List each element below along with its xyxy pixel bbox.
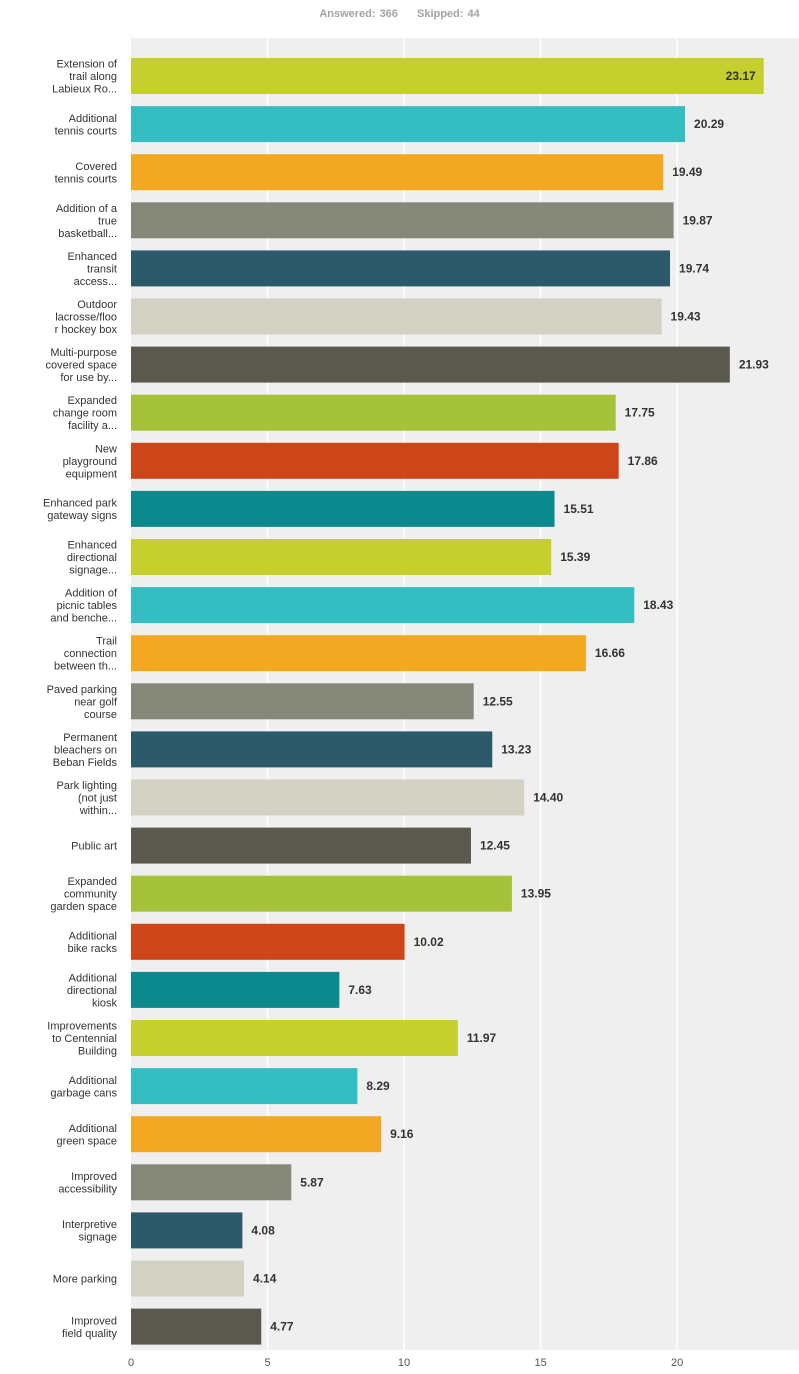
bar-11 xyxy=(131,539,552,575)
value-label-19: 10.02 xyxy=(414,935,444,949)
bar-7 xyxy=(131,346,730,383)
value-label-13: 16.66 xyxy=(595,646,625,660)
bar-2 xyxy=(131,106,686,143)
bar-13 xyxy=(131,635,586,672)
category-label-26: More parking xyxy=(53,1274,117,1286)
value-label-17: 12.45 xyxy=(480,839,510,853)
answered-summary: Answered: 366 xyxy=(319,8,398,20)
value-label-25: 4.08 xyxy=(251,1223,275,1237)
value-label-14: 12.55 xyxy=(483,694,513,708)
bar-22 xyxy=(131,1068,358,1105)
bar-8 xyxy=(131,394,616,431)
x-tick-label-15: 15 xyxy=(534,1357,546,1369)
x-tick-label-10: 10 xyxy=(398,1357,410,1369)
bar-5 xyxy=(131,250,671,287)
value-label-7: 21.93 xyxy=(739,358,769,372)
bar-18 xyxy=(131,875,512,912)
bar-3 xyxy=(131,154,664,191)
bar-24 xyxy=(131,1164,292,1201)
category-label-22: Additional garbage cans xyxy=(50,1075,117,1100)
bar-14 xyxy=(131,683,474,720)
bar-23 xyxy=(131,1116,382,1153)
category-label-5: Enhanced transit access... xyxy=(67,251,117,288)
value-label-15: 13.23 xyxy=(501,742,531,756)
response-summary: Answered: 366 Skipped: 44 xyxy=(0,8,799,26)
bar-26 xyxy=(131,1260,245,1297)
category-label-25: Interpretive signage xyxy=(62,1219,117,1244)
bar-27 xyxy=(131,1308,262,1345)
value-label-24: 5.87 xyxy=(300,1175,324,1189)
value-label-9: 17.86 xyxy=(628,454,658,468)
category-label-8: Expanded change room facility a... xyxy=(53,395,117,432)
x-tick-label-0: 0 xyxy=(128,1357,134,1369)
value-label-5: 19.74 xyxy=(679,261,709,275)
bar-25 xyxy=(131,1212,243,1249)
category-label-7: Multi-purpose covered space for use by... xyxy=(45,347,117,384)
value-label-2: 20.29 xyxy=(694,117,724,131)
x-tick-label-20: 20 xyxy=(671,1357,683,1369)
bar-15 xyxy=(131,731,493,768)
value-label-6: 19.43 xyxy=(671,310,701,324)
bar-1 xyxy=(131,58,764,94)
category-label-6: Outdoor lacrosse/floo r hockey box xyxy=(55,299,118,336)
value-label-16: 14.40 xyxy=(533,791,563,805)
value-label-12: 18.43 xyxy=(643,598,673,612)
value-label-21: 11.97 xyxy=(467,1031,497,1045)
value-label-8: 17.75 xyxy=(625,406,655,420)
category-label-20: Additional directional kiosk xyxy=(67,972,118,1009)
category-label-15: Permanent bleachers on Beban Fields xyxy=(53,732,118,769)
x-tick-label-5: 5 xyxy=(264,1357,270,1369)
category-label-18: Expanded community garden space xyxy=(50,876,117,913)
value-label-4: 19.87 xyxy=(683,213,713,227)
bar-16 xyxy=(131,779,525,816)
category-label-23: Additional green space xyxy=(56,1123,117,1148)
bar-9 xyxy=(131,442,619,479)
value-label-22: 8.29 xyxy=(366,1079,390,1093)
bar-17 xyxy=(131,827,471,864)
category-label-21: Improvements to Centennial Building xyxy=(47,1021,117,1058)
category-label-16: Park lighting (not just within... xyxy=(56,780,117,817)
category-label-9: New playground equipment xyxy=(63,443,117,480)
bar-10 xyxy=(131,490,555,527)
category-label-3: Covered tennis courts xyxy=(55,161,118,186)
category-label-12: Addition of picnic tables and benche... xyxy=(50,588,118,625)
category-label-13: Trail connection between th... xyxy=(54,636,117,673)
category-label-11: Enhanced directional signage... xyxy=(67,540,117,577)
category-label-19: Additional bike racks xyxy=(67,931,117,956)
category-label-4: Addition of a true basketball... xyxy=(56,203,118,240)
bar-4 xyxy=(131,202,674,239)
bar-21 xyxy=(131,1020,458,1056)
bar-19 xyxy=(131,923,405,960)
category-label-14: Paved parking near golf course xyxy=(47,684,118,721)
category-label-24: Improved accessibility xyxy=(58,1171,117,1196)
value-label-23: 9.16 xyxy=(390,1127,414,1141)
bar-20 xyxy=(131,971,340,1008)
value-label-18: 13.95 xyxy=(521,887,551,901)
value-label-1: 23.17 xyxy=(726,69,756,83)
bar-6 xyxy=(131,298,662,335)
category-label-17: Public art xyxy=(71,841,117,853)
category-label-2: Additional tennis courts xyxy=(55,113,118,138)
value-label-20: 7.63 xyxy=(348,983,372,997)
category-label-27: Improved field quality xyxy=(62,1315,118,1340)
value-label-27: 4.77 xyxy=(270,1320,294,1334)
skipped-summary: Skipped: 44 xyxy=(416,8,480,20)
category-label-1: Extension of trail along Labieux Ro... xyxy=(52,59,118,96)
value-label-11: 15.39 xyxy=(560,550,590,564)
value-label-26: 4.14 xyxy=(253,1272,277,1286)
bar-12 xyxy=(131,587,635,624)
value-label-10: 15.51 xyxy=(564,502,594,516)
category-label-10: Enhanced park gateway signs xyxy=(43,498,117,523)
value-label-3: 19.49 xyxy=(672,165,702,179)
